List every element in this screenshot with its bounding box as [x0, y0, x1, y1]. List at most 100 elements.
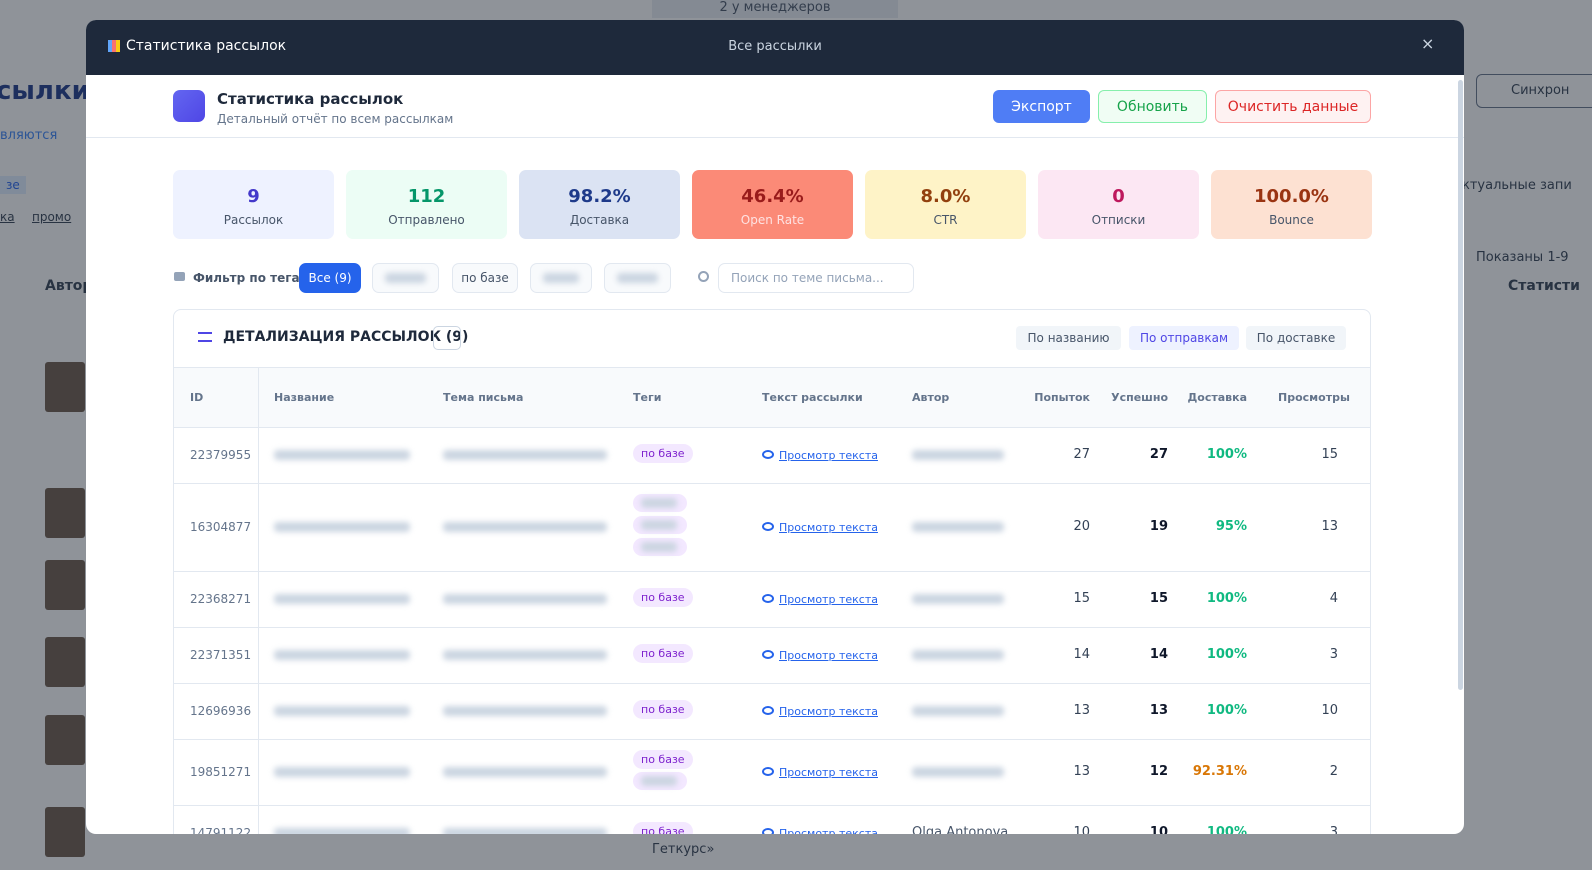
cell-attempts: 13 [1073, 764, 1090, 779]
eye-icon [762, 650, 774, 659]
row-id: 22371351 [190, 648, 252, 662]
eye-icon [762, 706, 774, 715]
stat-card: 8.0% CTR [865, 170, 1026, 239]
top-note: 2 у менеджеров [652, 0, 898, 18]
action-button[interactable]: Обновить [1098, 90, 1207, 123]
view-text-link[interactable]: Просмотр текста [779, 593, 878, 606]
sort-button[interactable]: По отправкам [1129, 326, 1239, 350]
view-text-link[interactable]: Просмотр текста [779, 649, 878, 662]
cell-success: 27 [1149, 447, 1168, 462]
blurred-text [617, 273, 658, 283]
filter-tag[interactable]: Все (9) [299, 263, 361, 293]
header-row-bg [174, 367, 1370, 427]
stat-card: 100.0% Bounce [1211, 170, 1372, 239]
column-header: Успешно [1111, 391, 1168, 404]
blurred-text [274, 650, 410, 660]
eye-icon [762, 522, 774, 531]
column-header: Теги [633, 391, 662, 404]
cell-views: 3 [1329, 825, 1338, 834]
cell-delivery: 100% [1206, 447, 1247, 462]
sort-button[interactable]: По доставке [1246, 326, 1346, 350]
header-icon [173, 90, 205, 122]
avatar [45, 637, 85, 687]
row-id: 22368271 [190, 592, 252, 606]
filter-tag[interactable] [372, 263, 439, 293]
blurred-text [443, 706, 607, 716]
tag-fragment[interactable]: ка [0, 210, 15, 224]
blurred-text [912, 706, 1004, 716]
cell-delivery: 95% [1215, 519, 1247, 534]
stat-label: Рассылок [223, 213, 284, 227]
filter-tag[interactable]: по базе [452, 263, 518, 293]
cell-attempts: 10 [1073, 825, 1090, 834]
tag: по базе [633, 444, 693, 463]
column-header: ID [190, 391, 204, 404]
view-text-link[interactable]: Просмотр текста [779, 705, 878, 718]
search-input[interactable]: Поиск по теме письма... [718, 263, 914, 293]
cell-delivery: 100% [1206, 647, 1247, 662]
column-header: Тема письма [443, 391, 524, 404]
cell-success: 12 [1149, 764, 1168, 779]
cell-attempts: 27 [1073, 447, 1090, 462]
stat-label: Отправлено [388, 213, 465, 227]
close-button[interactable]: × [1421, 34, 1435, 53]
stat-card: 46.4% Open Rate [692, 170, 853, 239]
blurred-text [912, 522, 1004, 532]
cell-success: 10 [1149, 825, 1168, 834]
cell-delivery: 100% [1206, 703, 1247, 718]
cell-views: 4 [1329, 591, 1338, 606]
avatar [45, 715, 85, 765]
tag: по базе [633, 822, 693, 834]
tag: по базе [633, 700, 693, 719]
sort-button[interactable]: По названию [1016, 326, 1121, 350]
divider [86, 137, 1464, 138]
filter-tag[interactable] [530, 263, 592, 293]
hline [174, 483, 1370, 484]
cell-attempts: 15 [1073, 591, 1090, 606]
sync-button[interactable]: Синхрон [1476, 74, 1592, 108]
blurred-text [385, 273, 426, 283]
expand-button[interactable] [433, 326, 461, 350]
action-button[interactable]: Экспорт [993, 90, 1090, 123]
filter-tag[interactable] [604, 263, 671, 293]
window-subtitle: Все рассылки [728, 39, 822, 54]
row-id: 12696936 [190, 704, 252, 718]
tag [633, 516, 687, 534]
column-header: Текст рассылки [762, 391, 863, 404]
column-header: Автор [45, 278, 93, 294]
footer-note: Геткурс» [652, 842, 715, 857]
view-text-link[interactable]: Просмотр текста [779, 766, 878, 779]
row-id: 19851271 [190, 765, 252, 779]
cell-success: 15 [1149, 591, 1168, 606]
chip[interactable]: зе [0, 176, 26, 194]
blurred-text [274, 767, 410, 777]
view-text-link[interactable]: Просмотр текста [779, 827, 878, 834]
blurred-text [274, 522, 410, 532]
blurred-text [443, 594, 607, 604]
stat-card: 9 Рассылок [173, 170, 334, 239]
hline [174, 571, 1370, 572]
view-text-link[interactable]: Просмотр текста [779, 521, 878, 534]
view-text-link[interactable]: Просмотр текста [779, 449, 878, 462]
id-divider [258, 367, 259, 834]
blurred-text [443, 767, 607, 777]
stat-value: 100.0% [1254, 186, 1329, 207]
stat-value: 9 [247, 186, 260, 207]
stat-label: Доставка [569, 213, 630, 227]
row-id: 22379955 [190, 448, 252, 462]
stat-card: 112 Отправлено [346, 170, 507, 239]
blurred-text [641, 520, 677, 530]
tag-fragment[interactable]: промо [32, 210, 72, 224]
note: ктуальные запи [1462, 178, 1572, 193]
cell-views: 13 [1321, 519, 1338, 534]
tag [633, 772, 687, 790]
row-id: 14791122 [190, 826, 252, 834]
blurred-text [443, 650, 607, 660]
eye-icon [762, 828, 774, 834]
action-button[interactable]: Очистить данные [1215, 90, 1371, 123]
author: Olga Antonova [912, 825, 1009, 834]
hline [174, 683, 1370, 684]
hline [174, 627, 1370, 628]
header-subtitle: Детальный отчёт по всем рассылкам [217, 112, 454, 126]
column-header: Просмотры [1278, 391, 1350, 404]
